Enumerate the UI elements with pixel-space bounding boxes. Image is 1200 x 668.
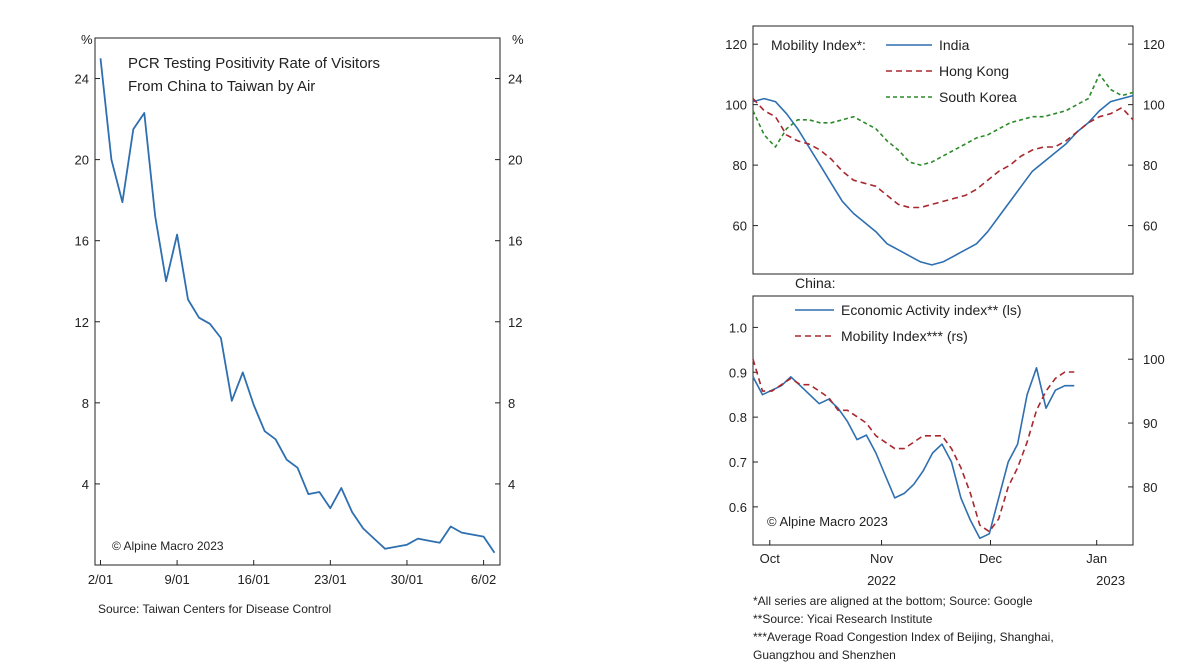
left-plot-frame bbox=[94, 37, 501, 566]
left-chart-left-tick-label: 12 bbox=[75, 315, 89, 330]
right-bottom-year-label: 2022 bbox=[867, 573, 896, 588]
right-bottom-left-tick-label: 1.0 bbox=[729, 320, 747, 335]
left-chart-x-tick-label: 9/01 bbox=[164, 572, 189, 587]
footnote-4: Guangzhou and Shenzhen bbox=[753, 648, 896, 662]
right-top-right-tick-label: 60 bbox=[1143, 219, 1157, 234]
right-bottom-plot-frame bbox=[752, 295, 1134, 546]
left-chart-title-line-1: PCR Testing Positivity Rate of Visitors bbox=[128, 55, 380, 72]
left-chart-right-tick-label: 4 bbox=[508, 477, 515, 492]
left-chart: % % PCR Testing Positivity Rate of Visit… bbox=[75, 32, 524, 616]
left-chart-watermark: © Alpine Macro 2023 bbox=[112, 539, 224, 553]
right-top-right-tick-label: 100 bbox=[1143, 98, 1165, 113]
right-bottom-left-tick-label: 0.7 bbox=[729, 455, 747, 470]
positivity-rate-line bbox=[99, 58, 496, 554]
left-chart-x-tick-label: 23/01 bbox=[314, 572, 347, 587]
footnote-2: **Source: Yicai Research Institute bbox=[753, 612, 933, 626]
right-bottom-left-tick-label: 0.8 bbox=[729, 410, 747, 425]
left-chart-left-tick-label: 8 bbox=[82, 396, 89, 411]
footnote-1: *All series are aligned at the bottom; S… bbox=[753, 594, 1033, 608]
right-bottom-x-tick-label: Jan bbox=[1086, 551, 1107, 566]
right-top-chart: 60 60 80 80 100 100 120 120 Mobility Index*: In… bbox=[725, 25, 1165, 275]
south-korea-line bbox=[752, 73, 1134, 166]
left-chart-title-line-2: From China to Taiwan by Air bbox=[128, 78, 315, 95]
left-chart-left-unit: % bbox=[81, 32, 93, 47]
left-chart-right-tick-label: 8 bbox=[508, 396, 515, 411]
right-chart-watermark: © Alpine Macro 2023 bbox=[767, 514, 888, 529]
left-chart-left-tick-label: 4 bbox=[82, 477, 89, 492]
left-chart-series bbox=[99, 58, 496, 554]
right-top-right-tick-label: 80 bbox=[1143, 158, 1157, 173]
left-chart-x-tick-label: 6/02 bbox=[471, 572, 496, 587]
left-chart-source: Source: Taiwan Centers for Disease Contr… bbox=[98, 602, 331, 616]
right-bottom-x-tick-label: Dec bbox=[979, 551, 1003, 566]
right-bottom-right-tick-label: 80 bbox=[1143, 480, 1157, 495]
right-bottom-x-tick-label: Nov bbox=[870, 551, 894, 566]
footnote-3: ***Average Road Congestion Index of Beij… bbox=[753, 630, 1054, 644]
left-chart-y-ticks: 4 4 8 8 12 12 16 16 20 20 24 24 bbox=[75, 72, 523, 492]
legend-label-hong-kong: Hong Kong bbox=[939, 63, 1009, 79]
left-chart-left-tick-label: 20 bbox=[75, 153, 89, 168]
right-bottom-x-ticks: Oct Nov Dec Jan 2022 2023 bbox=[760, 540, 1125, 588]
legend-label-china-mobility: Mobility Index*** (rs) bbox=[841, 328, 968, 344]
left-chart-x-tick-label: 2/01 bbox=[88, 572, 113, 587]
economic-activity-line bbox=[752, 366, 1075, 540]
right-bottom-right-tick-label: 100 bbox=[1143, 352, 1165, 367]
right-bottom-left-tick-label: 0.6 bbox=[729, 500, 747, 515]
left-chart-right-tick-label: 16 bbox=[508, 234, 522, 249]
left-chart-left-tick-label: 16 bbox=[75, 234, 89, 249]
right-top-y-ticks: 60 60 80 80 100 100 120 120 bbox=[725, 37, 1164, 233]
hong-kong-line bbox=[752, 98, 1134, 209]
china-mobility-line bbox=[752, 358, 1075, 533]
right-top-left-tick-label: 80 bbox=[733, 158, 747, 173]
right-bottom-chart: China: 0.6 0.7 0.8 0.9 1.0 80 90 100 Oct Nov Dec J… bbox=[729, 275, 1165, 662]
legend-label-economic-activity: Economic Activity index** (ls) bbox=[841, 302, 1022, 318]
legend-label-india: India bbox=[939, 37, 970, 53]
left-chart-right-tick-label: 24 bbox=[508, 72, 522, 87]
india-line bbox=[752, 94, 1134, 266]
right-top-plot-frame bbox=[752, 25, 1134, 275]
left-chart-right-unit: % bbox=[512, 32, 524, 47]
left-chart-left-tick-label: 24 bbox=[75, 72, 89, 87]
right-top-series bbox=[752, 73, 1134, 266]
right-bottom-x-tick-label: Oct bbox=[760, 551, 781, 566]
left-chart-x-tick-label: 16/01 bbox=[237, 572, 270, 587]
right-top-right-tick-label: 120 bbox=[1143, 37, 1165, 52]
left-chart-right-tick-label: 20 bbox=[508, 153, 522, 168]
right-bottom-right-tick-label: 90 bbox=[1143, 416, 1157, 431]
right-top-legend-title: Mobility Index*: bbox=[771, 37, 866, 53]
left-chart-right-tick-label: 12 bbox=[508, 315, 522, 330]
right-bottom-year-label: 2023 bbox=[1096, 573, 1125, 588]
right-bottom-legend-title: China: bbox=[795, 275, 835, 291]
right-top-left-tick-label: 120 bbox=[725, 37, 747, 52]
right-bottom-series bbox=[752, 358, 1075, 540]
right-top-left-tick-label: 60 bbox=[733, 219, 747, 234]
left-chart-x-tick-label: 30/01 bbox=[391, 572, 424, 587]
left-chart-x-ticks: 2/01 9/01 16/01 23/01 30/01 6/02 bbox=[88, 560, 496, 587]
right-bottom-left-tick-label: 0.9 bbox=[729, 365, 747, 380]
right-bottom-y-ticks: 0.6 0.7 0.8 0.9 1.0 80 90 100 bbox=[729, 320, 1165, 514]
legend-label-south-korea: South Korea bbox=[939, 89, 1017, 105]
right-top-left-tick-label: 100 bbox=[725, 98, 747, 113]
